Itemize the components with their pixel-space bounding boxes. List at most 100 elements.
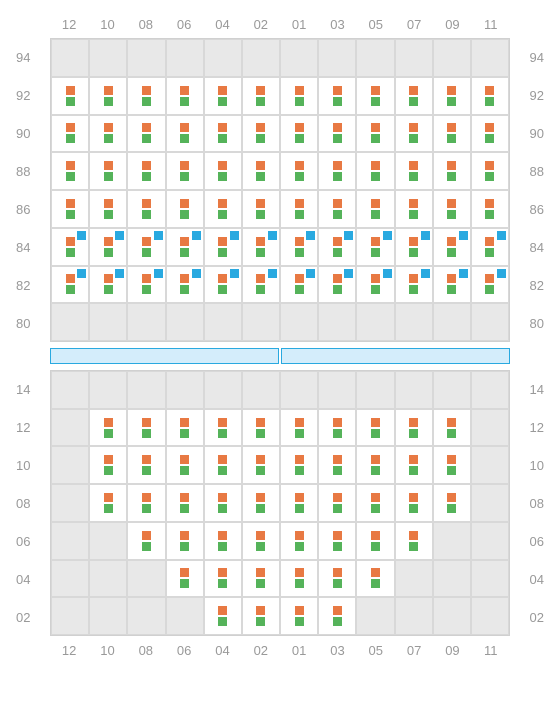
- seat-cell[interactable]: [89, 39, 127, 77]
- seat-cell[interactable]: [318, 152, 356, 190]
- seat-cell[interactable]: [166, 484, 204, 522]
- seat-cell[interactable]: [51, 409, 89, 447]
- seat-cell[interactable]: [89, 115, 127, 153]
- seat-cell[interactable]: [242, 446, 280, 484]
- seat-cell[interactable]: [471, 152, 509, 190]
- seat-cell[interactable]: [471, 409, 509, 447]
- seat-cell[interactable]: [318, 446, 356, 484]
- seat-cell[interactable]: [166, 266, 204, 304]
- seat-cell[interactable]: [89, 152, 127, 190]
- seat-cell[interactable]: [433, 266, 471, 304]
- seat-cell[interactable]: [318, 115, 356, 153]
- seat-cell[interactable]: [433, 303, 471, 341]
- seat-cell[interactable]: [356, 77, 394, 115]
- seat-cell[interactable]: [471, 371, 509, 409]
- seat-cell[interactable]: [166, 522, 204, 560]
- seat-cell[interactable]: [166, 77, 204, 115]
- seat-cell[interactable]: [356, 190, 394, 228]
- seat-cell[interactable]: [471, 446, 509, 484]
- seat-cell[interactable]: [471, 266, 509, 304]
- seat-cell[interactable]: [166, 303, 204, 341]
- seat-cell[interactable]: [51, 371, 89, 409]
- seat-cell[interactable]: [280, 152, 318, 190]
- seat-cell[interactable]: [51, 522, 89, 560]
- seat-cell[interactable]: [395, 77, 433, 115]
- seat-cell[interactable]: [280, 303, 318, 341]
- seat-cell[interactable]: [433, 560, 471, 598]
- seat-cell[interactable]: [471, 522, 509, 560]
- seat-cell[interactable]: [395, 152, 433, 190]
- seat-cell[interactable]: [318, 522, 356, 560]
- seat-cell[interactable]: [51, 152, 89, 190]
- seat-cell[interactable]: [280, 560, 318, 598]
- seat-cell[interactable]: [242, 152, 280, 190]
- seat-cell[interactable]: [433, 39, 471, 77]
- seat-cell[interactable]: [204, 266, 242, 304]
- seat-cell[interactable]: [242, 560, 280, 598]
- seat-cell[interactable]: [89, 77, 127, 115]
- seat-cell[interactable]: [166, 371, 204, 409]
- seat-cell[interactable]: [89, 560, 127, 598]
- seat-cell[interactable]: [204, 522, 242, 560]
- seat-cell[interactable]: [166, 409, 204, 447]
- seat-cell[interactable]: [318, 371, 356, 409]
- seat-cell[interactable]: [89, 190, 127, 228]
- seat-cell[interactable]: [166, 39, 204, 77]
- seat-cell[interactable]: [395, 190, 433, 228]
- seat-cell[interactable]: [471, 597, 509, 635]
- seat-cell[interactable]: [395, 484, 433, 522]
- seat-cell[interactable]: [433, 228, 471, 266]
- seat-cell[interactable]: [356, 560, 394, 598]
- seat-cell[interactable]: [280, 77, 318, 115]
- seat-cell[interactable]: [51, 266, 89, 304]
- seat-cell[interactable]: [166, 597, 204, 635]
- seat-cell[interactable]: [280, 409, 318, 447]
- seat-cell[interactable]: [433, 484, 471, 522]
- seat-cell[interactable]: [166, 560, 204, 598]
- seat-cell[interactable]: [204, 560, 242, 598]
- seat-cell[interactable]: [395, 446, 433, 484]
- seat-cell[interactable]: [318, 409, 356, 447]
- seat-cell[interactable]: [89, 484, 127, 522]
- seat-cell[interactable]: [51, 115, 89, 153]
- seat-cell[interactable]: [433, 446, 471, 484]
- seat-cell[interactable]: [51, 597, 89, 635]
- seat-cell[interactable]: [280, 39, 318, 77]
- seat-cell[interactable]: [204, 409, 242, 447]
- seat-cell[interactable]: [280, 228, 318, 266]
- seat-cell[interactable]: [166, 228, 204, 266]
- seat-cell[interactable]: [433, 371, 471, 409]
- seat-cell[interactable]: [51, 303, 89, 341]
- seat-cell[interactable]: [356, 266, 394, 304]
- seat-cell[interactable]: [318, 266, 356, 304]
- seat-cell[interactable]: [356, 303, 394, 341]
- seat-cell[interactable]: [242, 484, 280, 522]
- seat-cell[interactable]: [242, 371, 280, 409]
- seat-cell[interactable]: [51, 190, 89, 228]
- seat-cell[interactable]: [395, 522, 433, 560]
- seat-cell[interactable]: [51, 560, 89, 598]
- seat-cell[interactable]: [51, 77, 89, 115]
- seat-cell[interactable]: [166, 152, 204, 190]
- seat-cell[interactable]: [318, 484, 356, 522]
- seat-cell[interactable]: [318, 77, 356, 115]
- seat-cell[interactable]: [433, 522, 471, 560]
- seat-cell[interactable]: [204, 228, 242, 266]
- seat-cell[interactable]: [242, 190, 280, 228]
- seat-cell[interactable]: [51, 446, 89, 484]
- seat-cell[interactable]: [280, 597, 318, 635]
- seat-cell[interactable]: [204, 484, 242, 522]
- seat-cell[interactable]: [356, 446, 394, 484]
- seat-cell[interactable]: [242, 115, 280, 153]
- seat-cell[interactable]: [356, 522, 394, 560]
- seat-cell[interactable]: [318, 39, 356, 77]
- seat-cell[interactable]: [280, 266, 318, 304]
- seat-cell[interactable]: [89, 266, 127, 304]
- seat-cell[interactable]: [127, 446, 165, 484]
- seat-cell[interactable]: [204, 77, 242, 115]
- seat-cell[interactable]: [395, 228, 433, 266]
- seat-cell[interactable]: [395, 266, 433, 304]
- seat-cell[interactable]: [51, 39, 89, 77]
- seat-cell[interactable]: [242, 77, 280, 115]
- seat-cell[interactable]: [280, 371, 318, 409]
